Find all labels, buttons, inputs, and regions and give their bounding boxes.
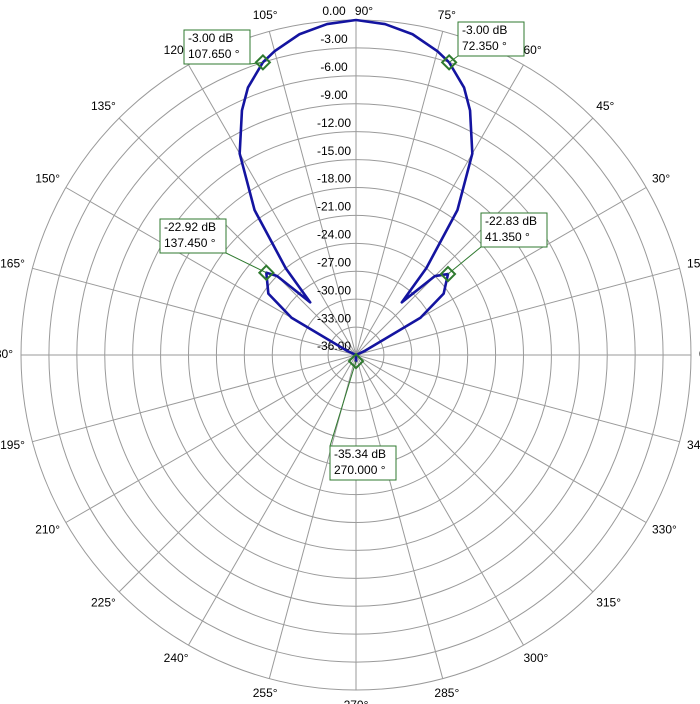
angle-tick-label: 285° (434, 686, 459, 700)
angle-tick-label: 330° (652, 523, 677, 537)
annotation-leader (447, 246, 482, 275)
r-tick-label: -33.00 (317, 311, 351, 325)
r-tick-label: -21.00 (317, 200, 351, 214)
r-tick-label: -18.00 (317, 172, 351, 186)
grid-spoke (355, 267, 680, 356)
annotation-marker (347, 352, 365, 370)
grid-spoke (118, 354, 357, 593)
grid-spoke (268, 31, 357, 356)
annotation-value: -3.00 dB (462, 23, 507, 37)
annotation-box (480, 212, 548, 248)
r-tick-label: -6.00 (320, 60, 348, 74)
grid-spoke (355, 354, 647, 523)
r-tick-label: 0.00 (322, 4, 346, 18)
annotation-angle: 41.350 ° (485, 230, 530, 244)
angle-tick-label: 135° (91, 99, 116, 113)
angle-tick-label: 60° (524, 43, 542, 57)
grid-spoke (188, 354, 357, 646)
angle-tick-label: 90° (355, 4, 373, 18)
angle-tick-label: 30° (652, 172, 670, 186)
r-tick-label: -30.00 (317, 283, 351, 297)
annotation-marker (257, 264, 275, 282)
annotation-marker (254, 53, 272, 71)
angle-tick-label: 195° (0, 438, 25, 452)
annotation-box (159, 218, 227, 254)
angle-tick-label: 240° (164, 651, 189, 665)
angle-tick-label: 15° (687, 256, 700, 270)
grid-spoke (355, 64, 524, 356)
angle-tick-label: 210° (35, 523, 60, 537)
annotation-value: -22.92 dB (164, 220, 216, 234)
angle-tick-label: 120° (164, 43, 189, 57)
annotation-marker (440, 53, 458, 71)
angle-tick-label: 150° (35, 172, 60, 186)
annotation-value: -35.34 dB (334, 447, 386, 461)
angle-tick-label: 105° (253, 8, 278, 22)
annotation-leader (329, 360, 357, 447)
annotation-marker (439, 265, 457, 283)
angle-tick-label: 45° (596, 99, 614, 113)
r-tick-label: -15.00 (317, 144, 351, 158)
annotation-angle: 107.650 ° (188, 47, 240, 61)
grid-spoke (355, 117, 594, 356)
angle-tick-label: 315° (596, 595, 621, 609)
grid-spoke (65, 354, 357, 523)
angle-tick-label: 345° (687, 438, 700, 452)
angle-tick-label: 300° (524, 651, 549, 665)
grid-spoke (32, 354, 357, 443)
r-tick-label: -27.00 (317, 255, 351, 269)
annotation-value: -22.83 dB (485, 214, 537, 228)
angle-tick-label: 180° (0, 347, 13, 361)
grid-spoke (355, 354, 680, 443)
grid-spoke (118, 117, 357, 356)
annotation-box (183, 29, 251, 65)
grid-spoke (355, 354, 444, 679)
angle-tick-label: 225° (91, 595, 116, 609)
annotation-angle: 72.350 ° (462, 39, 507, 53)
annotation-angle: 137.450 ° (164, 236, 216, 250)
grid-spoke (32, 267, 357, 356)
r-tick-label: -12.00 (317, 116, 351, 130)
grid-spoke (355, 354, 524, 646)
angle-tick-label: 165° (0, 256, 25, 270)
annotation-box (329, 445, 397, 481)
annotation-box (457, 21, 525, 57)
grid-spoke (355, 31, 444, 356)
r-tick-label: -24.00 (317, 228, 351, 242)
angle-tick-label: 270° (344, 698, 369, 704)
grid-spoke (355, 354, 594, 593)
annotation-value: -3.00 dB (188, 31, 233, 45)
grid-spoke (188, 64, 357, 356)
r-tick-label: -3.00 (320, 32, 348, 46)
annotation-angle: 270.000 ° (334, 463, 386, 477)
angle-tick-label: 255° (253, 686, 278, 700)
r-tick-label: -9.00 (320, 88, 348, 102)
angle-tick-label: 75° (438, 8, 456, 22)
annotation-leader (225, 252, 267, 274)
